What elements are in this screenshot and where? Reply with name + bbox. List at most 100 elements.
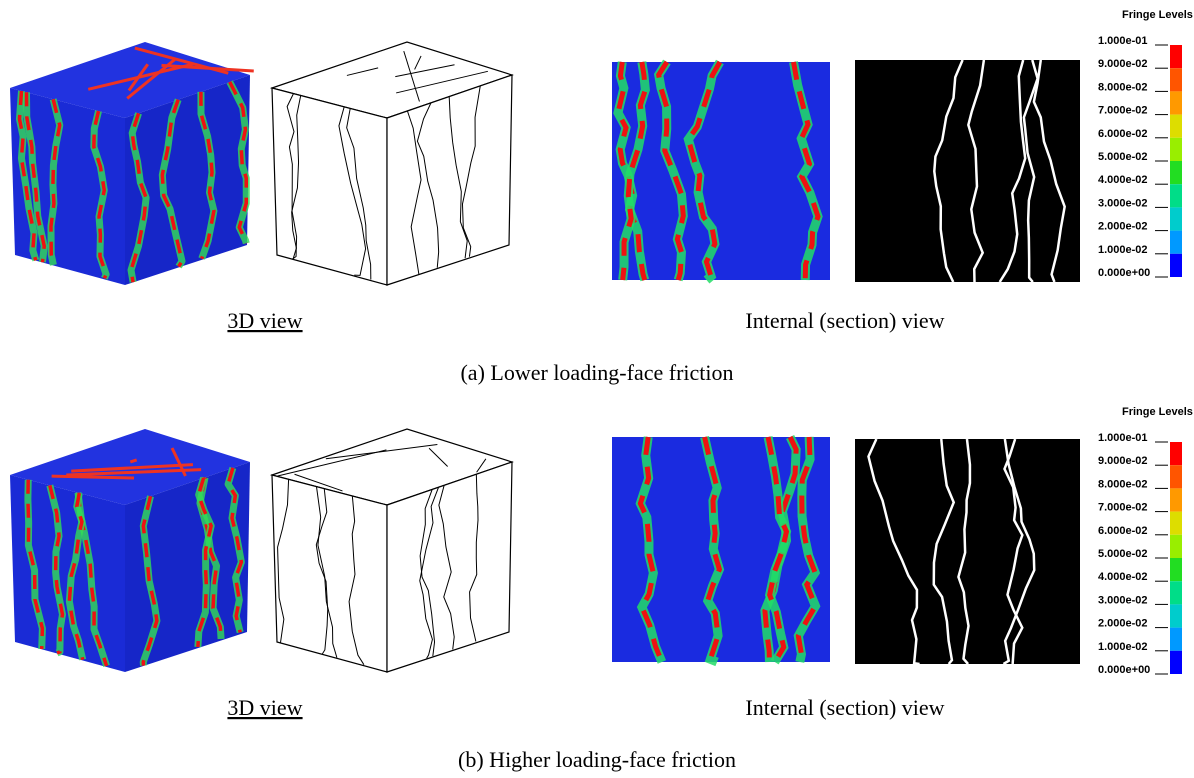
- crack-line: [315, 488, 329, 655]
- legend-swatch: [1170, 207, 1182, 231]
- legend-label: 4.000e-02: [1098, 174, 1148, 186]
- caption: (b) Higher loading-face friction: [458, 747, 736, 772]
- top-crack-line: [396, 70, 488, 94]
- crack-core: [615, 61, 648, 281]
- caption: (a) Lower loading-face friction: [460, 360, 733, 385]
- crack-line: [286, 93, 298, 260]
- white-crack: [1002, 438, 1036, 666]
- legend-label: 9.000e-02: [1098, 455, 1148, 467]
- legend-label: 5.000e-02: [1098, 151, 1148, 163]
- white-crack: [967, 59, 986, 283]
- crack-line: [315, 486, 338, 658]
- legend-label: 0.000e+00: [1098, 267, 1150, 279]
- legend-label: 1.000e-02: [1098, 641, 1148, 653]
- top-crack: [126, 58, 176, 100]
- cube-right: [386, 74, 513, 286]
- crack-core: [765, 436, 790, 664]
- crack-core: [17, 90, 38, 261]
- view-label: Internal (section) view: [745, 695, 944, 720]
- legend-swatch: [1170, 488, 1182, 512]
- white-crack: [998, 59, 1027, 283]
- top-crack: [66, 468, 202, 477]
- legend-label: 1.000e-01: [1098, 35, 1148, 47]
- crack-core: [24, 92, 47, 263]
- legend-label: 2.000e-02: [1098, 618, 1148, 630]
- white-crack: [1022, 59, 1039, 283]
- legend-swatch: [1170, 534, 1182, 558]
- white-crack: [933, 59, 964, 283]
- top-crack: [51, 474, 135, 480]
- top-crack: [161, 63, 254, 73]
- legend-swatch: [1170, 68, 1182, 92]
- crack-core: [685, 60, 723, 282]
- top-crack-line: [346, 67, 379, 76]
- crack-core: [26, 479, 45, 650]
- crack-core: [199, 91, 216, 260]
- top-crack: [127, 63, 149, 92]
- crack-line: [438, 485, 455, 650]
- legend-swatch: [1170, 650, 1182, 674]
- crack-core: [620, 61, 648, 281]
- crack-line: [277, 479, 290, 643]
- top-crack-line: [277, 449, 387, 477]
- top-crack-line: [428, 447, 448, 467]
- legend-label: 4.000e-02: [1098, 571, 1148, 583]
- legend-swatch: [1170, 511, 1182, 535]
- crack-line: [338, 106, 367, 276]
- legend-swatch: [1170, 161, 1182, 185]
- legend-swatch: [1170, 253, 1182, 277]
- top-crack: [71, 463, 194, 473]
- legend-label: 8.000e-02: [1098, 478, 1148, 490]
- white-crack: [957, 438, 972, 665]
- legend-label: 7.000e-02: [1098, 105, 1148, 117]
- panel: 3D view Internal (section) view (a) Lower …: [10, 9, 1193, 385]
- crack-core: [49, 98, 62, 266]
- legend-label: 7.000e-02: [1098, 502, 1148, 514]
- crack-line: [291, 95, 302, 260]
- crack-band: [653, 59, 688, 282]
- crack-core: [67, 492, 85, 661]
- legend-swatch: [1170, 442, 1182, 466]
- legend-title: Fringe Levels: [1122, 406, 1193, 418]
- crack-core: [637, 436, 665, 663]
- top-crack-line: [395, 64, 455, 78]
- section: [612, 62, 830, 280]
- crack-core: [226, 467, 244, 633]
- legend-label: 3.000e-02: [1098, 197, 1148, 209]
- top-crack-line: [294, 473, 343, 492]
- crack-core: [129, 112, 148, 283]
- top-crack: [170, 447, 187, 477]
- top-crack-line: [325, 444, 438, 460]
- view-label: 3D view: [227, 695, 302, 720]
- top-crack-line: [414, 55, 422, 70]
- legend-label: 5.000e-02: [1098, 548, 1148, 560]
- white-crack: [1003, 438, 1024, 665]
- legend-swatch: [1170, 558, 1182, 582]
- crack-line: [416, 102, 440, 268]
- cube-left: [271, 474, 388, 673]
- legend-label: 6.000e-02: [1098, 525, 1148, 537]
- crack-core: [196, 477, 213, 648]
- legend-label: 8.000e-02: [1098, 81, 1148, 93]
- legend-title: Fringe Levels: [1122, 9, 1193, 21]
- crack-line: [419, 487, 439, 659]
- crack-core: [791, 61, 821, 281]
- legend-swatch: [1170, 45, 1182, 69]
- legend-swatch: [1170, 137, 1182, 161]
- white-crack: [867, 438, 920, 666]
- crack-core: [48, 484, 65, 655]
- crack-core: [141, 495, 159, 666]
- legend-swatch: [1170, 230, 1182, 254]
- legend-label: 1.000e-02: [1098, 244, 1148, 256]
- crack-line: [448, 96, 468, 259]
- cube-left: [271, 87, 388, 286]
- view-label: 3D view: [227, 308, 302, 333]
- crack-core: [702, 436, 723, 665]
- legend-swatch: [1170, 627, 1182, 651]
- white-crack: [932, 438, 956, 665]
- crack-line: [419, 489, 436, 657]
- legend-label: 3.000e-02: [1098, 594, 1148, 606]
- crack-core: [228, 81, 248, 244]
- legend-label: 1.000e-01: [1098, 432, 1148, 444]
- top-crack: [87, 62, 195, 91]
